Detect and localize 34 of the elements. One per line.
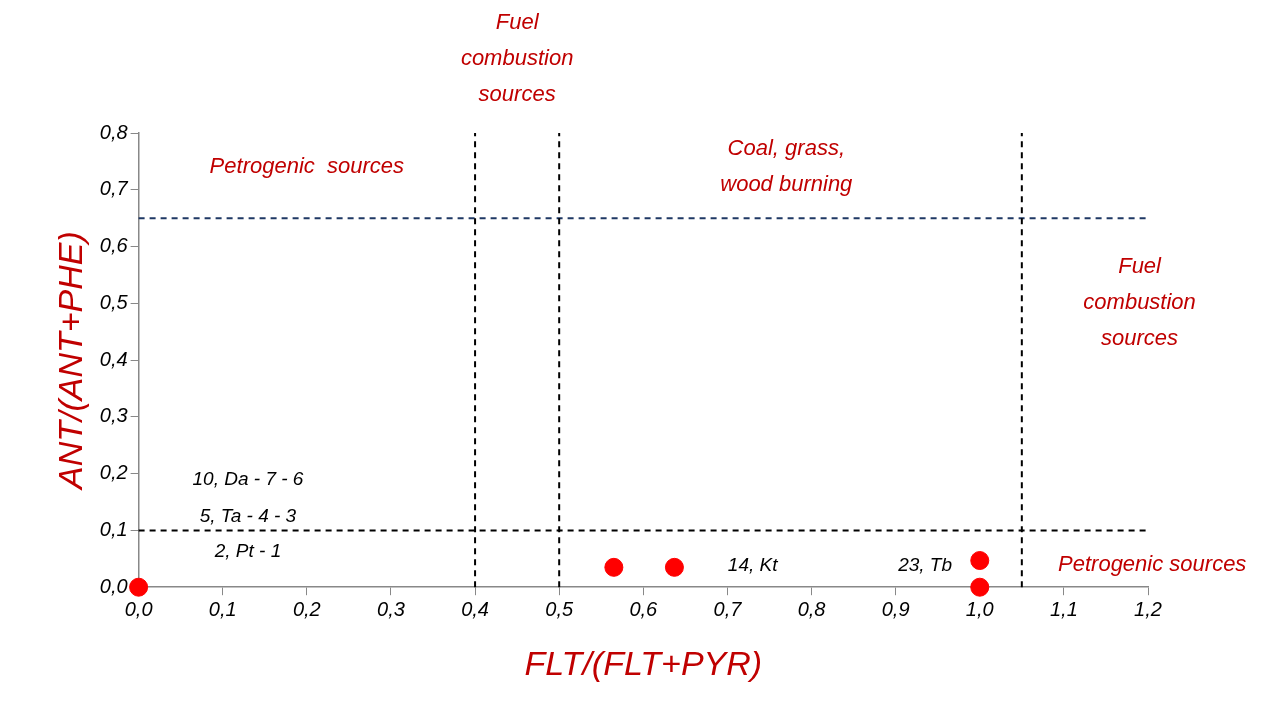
x-tick-label: 0,2 xyxy=(292,597,321,620)
y-tick-label: 0,1 xyxy=(99,517,128,540)
annotation: 14, Kt xyxy=(727,553,779,575)
y-axis-title: ANT/(ANT+PHE) xyxy=(50,231,89,492)
text: Fuel combustion sources xyxy=(460,9,574,107)
y-tick-label: 0,8 xyxy=(99,120,128,143)
x-tick-label: 0,3 xyxy=(377,597,405,620)
annotation: 23, Tb xyxy=(897,553,953,575)
x-tick-label: 0,6 xyxy=(629,597,659,620)
annotation: Petrogenic sources xyxy=(1058,550,1247,576)
x-tick-label: 1,0 xyxy=(965,597,994,620)
y-tick-label: 0,6 xyxy=(99,234,129,257)
annotation: Fuel combustion sources xyxy=(1083,253,1196,351)
annotation: 10, Da - 7 - 6 xyxy=(192,467,304,489)
x-tick-label: 1,1 xyxy=(1049,597,1078,620)
y-tick-label: 0,2 xyxy=(99,461,128,484)
annotation: Petrogenic sources xyxy=(209,153,405,179)
y-tick-label: 0,7 xyxy=(99,177,129,200)
x-axis-title: FLT/(FLT+PYR) xyxy=(524,644,763,683)
x-tick-label: 0,7 xyxy=(713,597,743,620)
x-tick-label: 0,9 xyxy=(881,597,910,620)
y-tick-label: 0,5 xyxy=(99,290,129,313)
x-tick-label: 0,8 xyxy=(797,597,826,620)
x-tick-label: 0,0 xyxy=(124,597,153,620)
y-tick-label: 0,3 xyxy=(99,404,128,427)
y-tick-label: 0,0 xyxy=(99,574,128,597)
annotation: 2, Pt - 1 xyxy=(213,539,282,561)
y-tick-label: 0,4 xyxy=(99,347,128,370)
x-tick-label: 0,4 xyxy=(461,597,489,620)
x-tick-label: 0,5 xyxy=(545,597,574,620)
annotation: 5, Ta - 4 - 3 xyxy=(199,504,297,526)
x-tick-label: 0,1 xyxy=(208,597,237,620)
annotation: Coal, grass, wood burning xyxy=(720,135,854,197)
x-tick-label: 1,2 xyxy=(1134,597,1162,620)
